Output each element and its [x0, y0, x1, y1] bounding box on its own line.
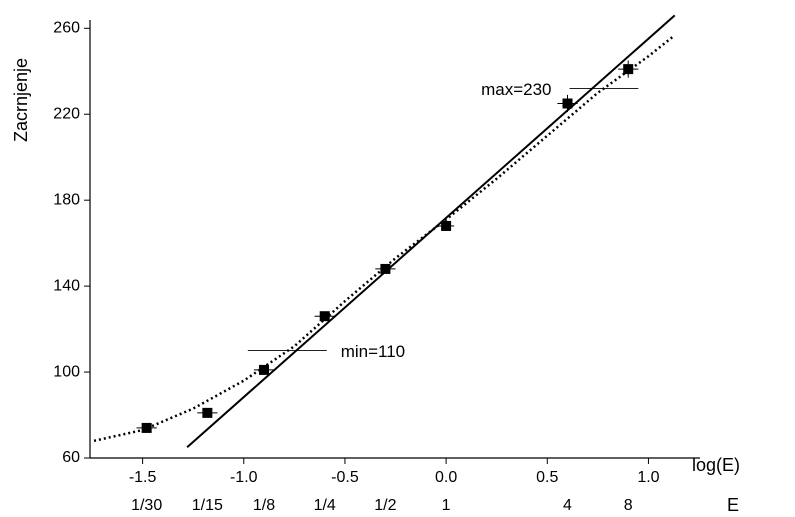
curve — [93, 35, 674, 443]
x-tick-label: 0.0 — [435, 469, 457, 486]
y-tick-label: 260 — [53, 20, 80, 37]
e-tick-label: 1/2 — [374, 497, 396, 514]
e-axis-label: E — [727, 495, 739, 515]
x-tick-label: -0.5 — [331, 469, 359, 486]
e-tick-label: 1/8 — [253, 497, 275, 514]
point — [202, 407, 213, 418]
y-tick-label: 220 — [53, 105, 80, 122]
e-tick-label: 1/30 — [131, 497, 162, 514]
e-tick-label: 1/4 — [314, 497, 336, 514]
y-tick-label: 180 — [53, 191, 80, 208]
point — [259, 364, 270, 375]
e-tick-label: 8 — [624, 497, 633, 514]
x-tick-label: -1.5 — [129, 469, 157, 486]
x-tick-label: 1.0 — [637, 469, 659, 486]
y-tick-label: 60 — [62, 449, 80, 466]
x-tick-label: -1.0 — [230, 469, 258, 486]
point — [141, 422, 152, 433]
y-axis-label: Zacrnjenje — [11, 58, 31, 142]
x-axis-label: log(E) — [692, 455, 740, 475]
x-tick-label: 0.5 — [536, 469, 558, 486]
point — [623, 64, 634, 75]
e-tick-label: 1/15 — [192, 497, 223, 514]
e-tick-label: 1 — [442, 497, 451, 514]
point — [319, 311, 330, 322]
y-tick-label: 100 — [53, 363, 80, 380]
point — [380, 263, 391, 274]
fit-line — [186, 14, 676, 449]
y-tick-label: 140 — [53, 277, 80, 294]
annotation-text: max=230 — [481, 80, 551, 99]
annotation-text: min=110 — [341, 342, 405, 361]
e-tick-label: 4 — [563, 497, 572, 514]
point — [441, 220, 452, 231]
point — [562, 98, 573, 109]
